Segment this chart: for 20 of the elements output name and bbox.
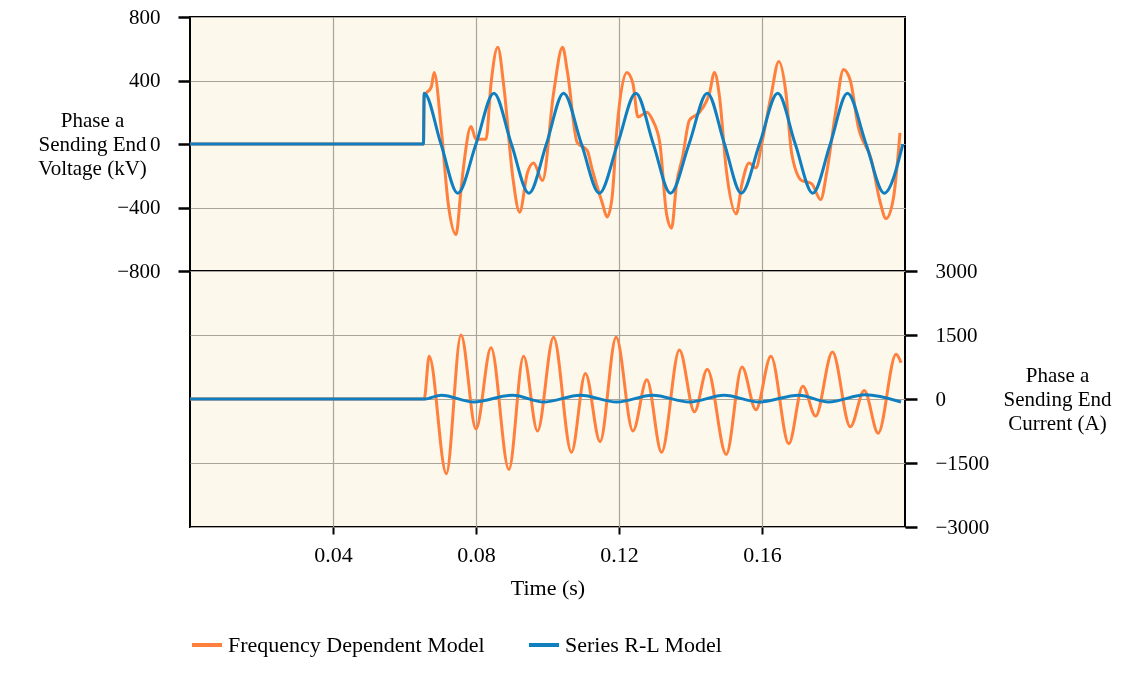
x-axis-title: Time (s) [510, 574, 586, 600]
x-tick-label: 0.12 [600, 541, 639, 567]
y2-tick-label: 1500 [935, 322, 978, 347]
y2-tick-label: −1500 [935, 450, 990, 475]
legend-label: Series R-L Model [565, 632, 722, 657]
legend-label: Frequency Dependent Model [228, 632, 485, 657]
x-tick-label: 0.16 [743, 541, 782, 567]
y-axis-title: Phase a Sending End Voltage (kV) [38, 107, 147, 180]
x-tick-label: 0.08 [457, 541, 496, 567]
y-tick-label: −800 [117, 258, 161, 283]
y-tick-label: 400 [129, 68, 161, 92]
y2-tick-label: 3000 [935, 258, 978, 283]
y-tick-label: 0 [150, 131, 161, 156]
y2-axis-title: Phase a Sending End Current (A) [1003, 362, 1112, 435]
y-tick-label: −400 [117, 195, 161, 219]
y2-tick-label: 0 [935, 386, 946, 411]
x-tick-label: 0.04 [314, 541, 353, 567]
y-tick-label: 800 [129, 4, 161, 29]
y2-tick-label: −3000 [935, 514, 990, 539]
line-series [190, 393, 903, 404]
